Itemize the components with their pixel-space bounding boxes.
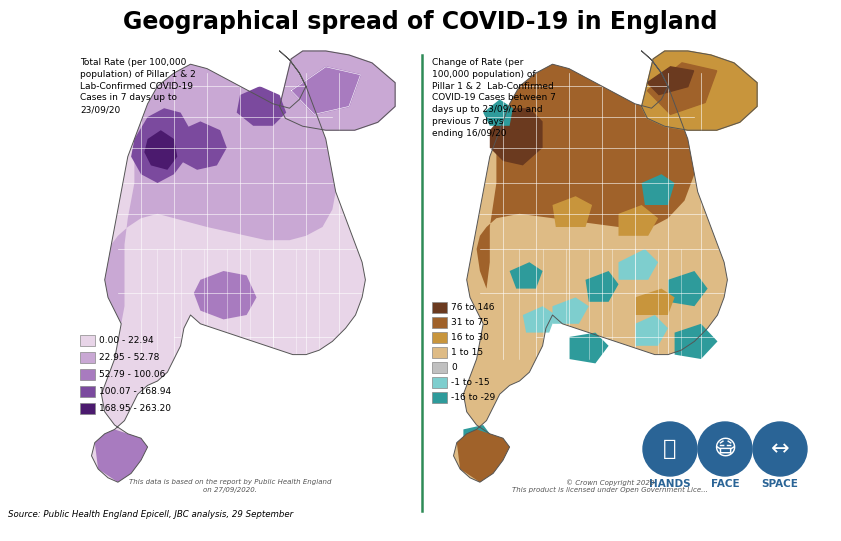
Polygon shape [453,51,727,482]
Polygon shape [642,174,674,205]
Polygon shape [489,108,542,166]
Text: 76 to 146: 76 to 146 [451,303,495,312]
Polygon shape [291,67,361,114]
Text: 22.95 - 52.78: 22.95 - 52.78 [99,353,160,362]
Polygon shape [553,196,592,227]
Text: 100.07 - 168.94: 100.07 - 168.94 [99,387,171,396]
Polygon shape [642,51,757,130]
Text: Change of Rate (per
100,000 population) of
Pillar 1 & 2  Lab-Confirmed
COVID-19 : Change of Rate (per 100,000 population) … [432,58,556,138]
Bar [80,335,95,346]
Circle shape [643,422,697,476]
Text: -16 to -29: -16 to -29 [451,393,495,402]
Polygon shape [668,271,707,306]
Polygon shape [92,51,365,482]
Bar [80,369,95,380]
Text: HANDS: HANDS [649,479,690,489]
Text: Geographical spread of COVID-19 in England: Geographical spread of COVID-19 in Engla… [124,10,717,34]
Polygon shape [618,249,659,280]
Polygon shape [131,108,191,183]
Text: 52.79 - 100.06: 52.79 - 100.06 [99,370,166,379]
Text: ↔: ↔ [770,439,790,459]
Polygon shape [463,425,493,456]
Polygon shape [457,430,510,482]
Bar [432,332,447,343]
Polygon shape [279,51,395,130]
Polygon shape [523,306,556,333]
Polygon shape [648,63,717,114]
Bar [432,317,447,328]
Polygon shape [145,130,177,170]
Text: 😷: 😷 [713,439,737,459]
Bar [432,392,447,403]
Bar [432,347,447,358]
Text: Source: Public Health England Epicell, JBC analysis, 29 September: Source: Public Health England Epicell, J… [8,510,294,519]
Bar [80,403,95,414]
Polygon shape [569,333,609,364]
Text: FACE: FACE [711,479,739,489]
Text: 1 to 15: 1 to 15 [451,348,483,357]
Polygon shape [585,271,618,302]
Polygon shape [674,324,717,359]
Text: 31 to 75: 31 to 75 [451,318,489,327]
Bar [432,377,447,388]
Polygon shape [95,430,148,482]
Bar [432,362,447,373]
Polygon shape [553,298,589,324]
Text: This data is based on the report by Public Health England
on 27/09/2020.: This data is based on the report by Publ… [129,479,331,493]
Text: © Crown Copyright 2020
This product is licensed under Open Government Lice...: © Crown Copyright 2020 This product is l… [512,479,708,493]
Polygon shape [484,100,513,126]
Text: 168.95 - 263.20: 168.95 - 263.20 [99,404,171,413]
Bar [432,302,447,313]
Polygon shape [193,271,257,319]
Polygon shape [236,86,286,126]
Circle shape [753,422,807,476]
Polygon shape [648,67,694,95]
Polygon shape [174,121,227,170]
Polygon shape [618,205,659,236]
Text: Total Rate (per 100,000
population) of Pillar 1 & 2
Lab-Confirmed COVID-19
Cases: Total Rate (per 100,000 population) of P… [80,58,196,114]
Text: 16 to 30: 16 to 30 [451,333,489,342]
Bar [80,352,95,363]
Text: SPACE: SPACE [762,479,798,489]
Text: 0.00 - 22.94: 0.00 - 22.94 [99,336,154,345]
Polygon shape [104,64,336,324]
Text: -1 to -15: -1 to -15 [451,378,489,387]
Text: 0: 0 [451,363,457,372]
Polygon shape [477,64,695,288]
Polygon shape [510,262,542,288]
Text: ✋: ✋ [664,439,677,459]
Polygon shape [635,315,668,346]
Bar [80,386,95,397]
Polygon shape [635,288,674,315]
Circle shape [698,422,752,476]
